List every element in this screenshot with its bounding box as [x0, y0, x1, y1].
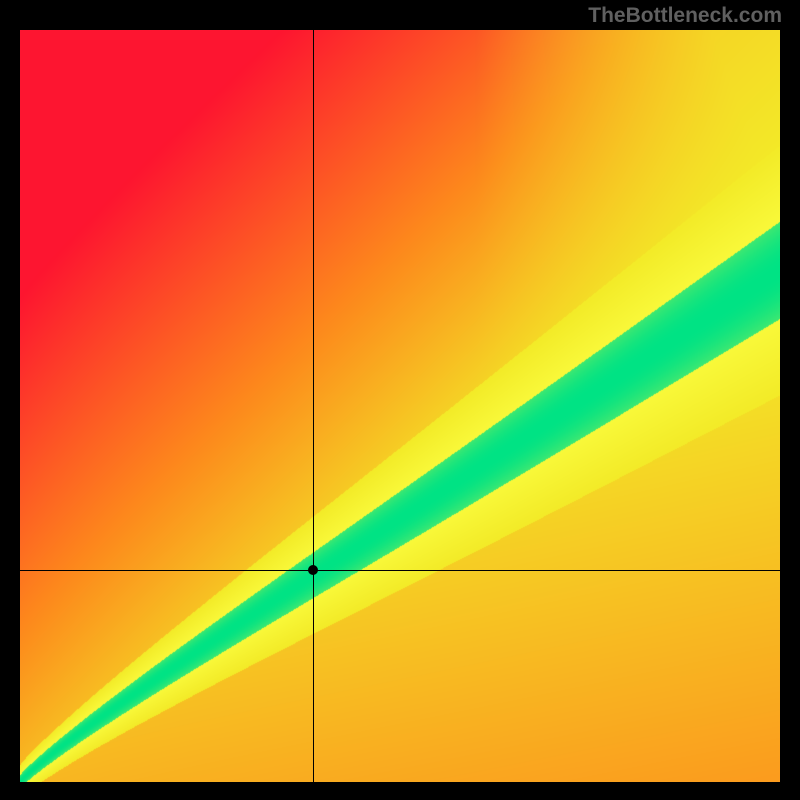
chart-container: TheBottleneck.com	[0, 0, 800, 800]
crosshair-marker	[308, 565, 318, 575]
plot-area	[20, 30, 780, 782]
crosshair-vertical	[313, 30, 314, 782]
crosshair-horizontal	[20, 570, 780, 571]
watermark-text: TheBottleneck.com	[588, 4, 782, 28]
heatmap-canvas	[20, 30, 780, 782]
